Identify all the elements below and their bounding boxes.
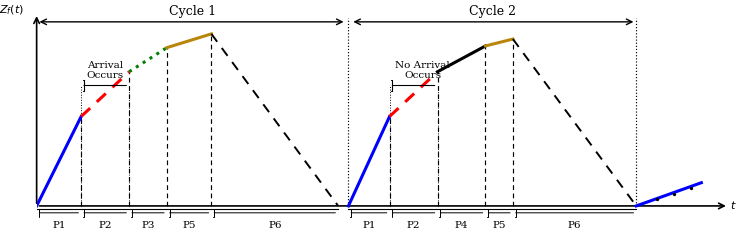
- Text: P3: P3: [141, 222, 155, 230]
- Text: No Arrival
Occurs: No Arrival Occurs: [395, 61, 450, 80]
- Text: P6: P6: [268, 222, 281, 230]
- Text: Cycle 1: Cycle 1: [169, 6, 216, 18]
- Text: $Z_f(t)$: $Z_f(t)$: [0, 3, 24, 17]
- Text: P5: P5: [182, 222, 196, 230]
- Text: Cycle 2: Cycle 2: [469, 6, 516, 18]
- Text: P4: P4: [455, 222, 469, 230]
- Text: P2: P2: [407, 222, 421, 230]
- Text: $t$: $t$: [730, 199, 737, 211]
- Text: P1: P1: [362, 222, 376, 230]
- Text: P1: P1: [52, 222, 66, 230]
- Text: P2: P2: [98, 222, 112, 230]
- Text: Arrival
Occurs: Arrival Occurs: [86, 61, 124, 80]
- Text: P5: P5: [492, 222, 506, 230]
- Text: P6: P6: [568, 222, 582, 230]
